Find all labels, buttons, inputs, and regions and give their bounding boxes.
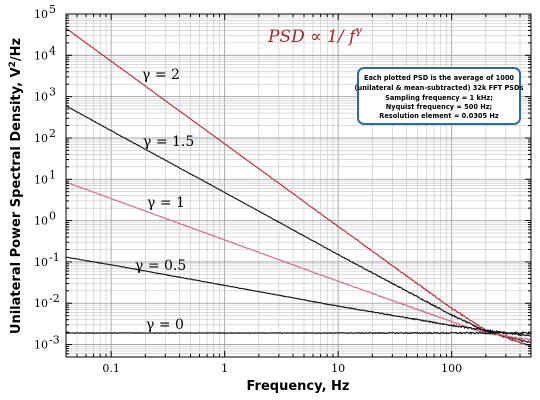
gamma-0.5-label: γ = 0.5 <box>135 258 186 274</box>
gamma-0-label: γ = 0 <box>146 317 184 333</box>
series-line-0 <box>66 331 531 336</box>
x-tick-label: 100 <box>441 362 462 375</box>
x-tick-label: 0.1 <box>102 362 120 375</box>
x-tick-labels: 0.1 1 10 100 <box>102 362 462 375</box>
info-line-2: (unilateral & mean-subtracted) 32k FFT P… <box>355 84 524 92</box>
y-tick-label: 10 <box>34 8 48 21</box>
series-line-2 <box>66 27 531 348</box>
series-layer <box>66 27 531 348</box>
y-tick-exponent: 0 <box>49 210 56 223</box>
y-tick-exponent: -1 <box>49 251 60 264</box>
info-line-3: Sampling frequency = 1 kHz; <box>385 94 493 102</box>
info-line-1: Each plotted PSD is the average of 1000 <box>364 74 514 82</box>
gamma-2-label: γ = 2 <box>142 67 180 83</box>
y-tick-exponent: 4 <box>49 44 56 57</box>
chart-title: PSD ∝ 1/ fγ <box>267 24 362 47</box>
series-line-1 <box>66 181 531 342</box>
info-box: Each plotted PSD is the average of 1000 … <box>355 67 524 125</box>
x-tick-label: 1 <box>221 362 228 375</box>
series-line-0_5 <box>66 256 531 337</box>
y-tick-label: 10 <box>34 215 48 228</box>
info-line-4: Nyquist frequency = 500 Hz; <box>386 103 492 111</box>
grid <box>65 13 532 358</box>
y-tick-exponent: -3 <box>49 334 60 347</box>
y-tick-label: 10 <box>34 339 48 352</box>
x-axis-title: Frequency, Hz <box>247 379 350 394</box>
y-tick-label: 10 <box>34 256 48 269</box>
y-tick-exponent: 1 <box>49 168 56 181</box>
y-tick-exponent: 3 <box>49 86 56 99</box>
y-tick-label: 10 <box>34 297 48 310</box>
y-tick-label: 10 <box>34 49 48 62</box>
y-tick-label: 10 <box>34 173 48 186</box>
y-tick-label: 10 <box>34 91 48 104</box>
y-tick-exponent: -2 <box>49 292 60 305</box>
y-tick-exponent: 5 <box>49 3 56 16</box>
y-tick-exponent: 2 <box>49 127 56 140</box>
info-line-5: Resolution element = 0.0305 Hz <box>379 112 499 120</box>
gamma-1.5-label: γ = 1.5 <box>143 134 194 150</box>
y-axis-title: Unilateral Power Spectral Density, V2/Hz <box>8 38 24 334</box>
axis-ticks <box>65 13 532 358</box>
x-tick-label: 10 <box>331 362 345 375</box>
y-tick-label: 10 <box>34 132 48 145</box>
gamma-1-label: γ = 1 <box>147 195 185 211</box>
series-line-1_5 <box>66 105 531 344</box>
